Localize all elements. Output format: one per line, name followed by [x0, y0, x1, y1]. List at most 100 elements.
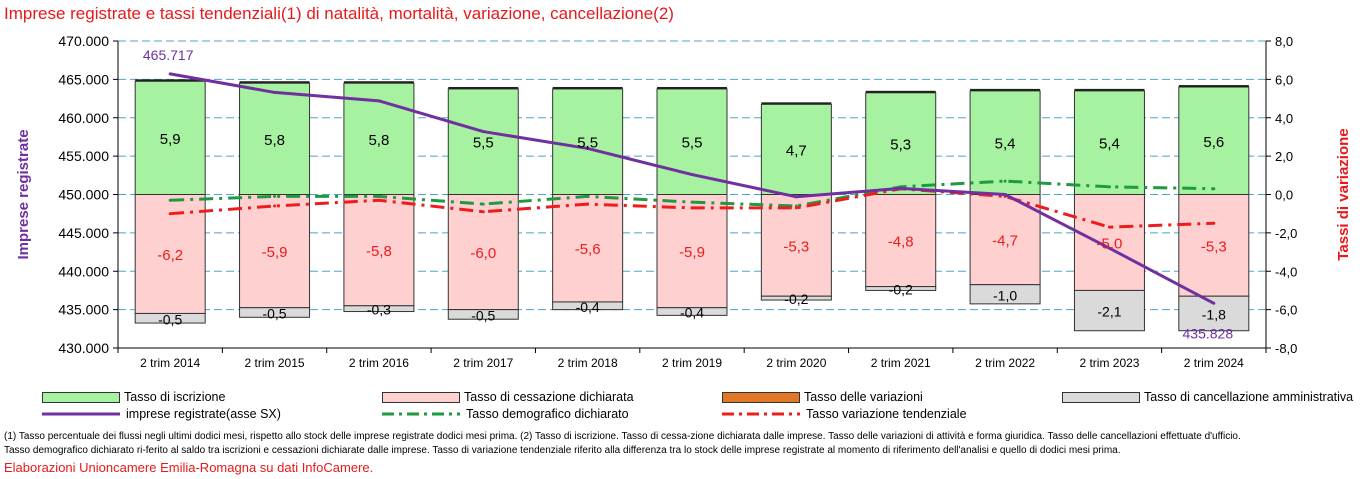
legend-demografico-line: [382, 412, 460, 416]
line-variazione-tendenziale-point: [690, 206, 694, 210]
axes: 430.000 435.000 440.000 445.000 450.000 455.0…: [15, 33, 1352, 370]
bar-cancellazione: [552, 301, 624, 311]
legend-imprese-label: imprese registrate(asse SX): [126, 407, 281, 421]
line-demografico-point: [1212, 187, 1216, 191]
right-tick-label: 0,0: [1275, 188, 1293, 203]
bar-iscrizione: [134, 80, 206, 195]
bar-variazioni: [343, 81, 414, 84]
legend-demografico-label: Tasso demografico dichiarato: [466, 407, 629, 421]
right-tick-label: 8,0: [1275, 34, 1293, 49]
x-tick-label: 2 trim 2023: [1079, 356, 1139, 370]
label-cessazione: -5,3: [1201, 238, 1227, 255]
label-iscrizione: 5,5: [577, 135, 598, 152]
label-cessazione: -5,6: [575, 241, 601, 258]
bars: [134, 79, 1250, 332]
bar-iscrizione: [656, 88, 728, 195]
label-iscrizione: 5,4: [1099, 136, 1120, 153]
line-imprese-point: [168, 72, 172, 76]
line-variazione-tendenziale-point: [273, 204, 277, 208]
line-imprese-point: [377, 99, 381, 103]
line-imprese-point: [273, 90, 277, 94]
label-cancellazione: -0,5: [158, 311, 182, 327]
label-imprese-last: 435.828: [1183, 325, 1234, 341]
left-tick-label: 435.000: [58, 302, 109, 318]
label-iscrizione: 5,3: [890, 137, 911, 154]
label-cancellazione: -2,1: [1097, 304, 1121, 320]
x-tick-label: 2 trim 2015: [245, 356, 305, 370]
right-tick-label: -6,0: [1275, 303, 1297, 318]
bar-variazioni: [970, 88, 1041, 91]
legend-variazioni: Tasso delle variazioni: [722, 390, 923, 404]
bar-cessazione: [343, 194, 415, 307]
legend-cessazione: Tasso di cessazione dichiarata: [382, 390, 634, 404]
label-iscrizione: 5,8: [368, 132, 389, 149]
footnote-line-2: Tasso demografico dichiarato ri-ferito a…: [4, 445, 1121, 456]
line-imprese-point: [794, 195, 798, 199]
bar-cancellazione: [447, 309, 519, 320]
label-cessazione: -5,9: [679, 244, 705, 261]
bar-cessazione: [552, 194, 624, 303]
bar-iscrizione: [865, 92, 937, 195]
left-tick-label: 440.000: [58, 263, 109, 279]
legend-demografico: Tasso demografico dichiarato: [382, 407, 629, 421]
line-imprese-point: [1003, 193, 1007, 196]
bar-variazioni: [448, 86, 519, 89]
bar-variazioni: [239, 81, 310, 84]
line-imprese-point: [1107, 246, 1111, 250]
left-tick-label: 445.000: [58, 225, 109, 241]
bar-cancellazione: [760, 295, 832, 301]
bar-variazioni: [657, 86, 727, 89]
left-tick-label: 460.000: [58, 110, 109, 126]
x-tick-label: 2 trim 2022: [975, 356, 1035, 370]
bar-cessazione: [865, 194, 937, 288]
left-tick-label: 455.000: [58, 148, 109, 164]
right-tick-label: 4,0: [1275, 111, 1293, 126]
left-tick-label: 430.000: [58, 340, 109, 356]
bar-cancellazione: [134, 312, 206, 324]
label-cancellazione: -0,4: [680, 305, 704, 321]
bar-iscrizione: [552, 88, 624, 195]
label-cancellazione: -0,2: [889, 282, 913, 298]
legend-imprese: imprese registrate(asse SX): [42, 407, 281, 421]
line-imprese-point: [899, 186, 903, 190]
left-axis-title: Imprese registrate: [15, 129, 32, 259]
bar-variazioni: [865, 90, 936, 93]
label-cessazione: -5,0: [1097, 235, 1123, 252]
left-tick-label: 450.000: [58, 187, 109, 203]
legend-cessazione-swatch: [382, 391, 460, 403]
left-tick-label: 470.000: [58, 33, 109, 49]
legend-cancellazione: Tasso di cancellazione amministrativa: [1062, 390, 1353, 404]
bar-cessazione: [760, 194, 832, 297]
line-imprese-point: [481, 130, 485, 134]
line-variazione-tendenziale-point: [1107, 225, 1111, 229]
bar-cancellazione: [239, 307, 311, 318]
label-cancellazione: -0,5: [262, 306, 286, 322]
label-imprese-first: 465.717: [143, 47, 194, 63]
legend-variazioni-swatch: [722, 391, 800, 403]
x-tick-label: 2 trim 2019: [662, 356, 722, 370]
line-demografico-point: [1003, 179, 1007, 183]
bar-variazioni: [1074, 88, 1145, 91]
bar-iscrizione: [239, 82, 311, 195]
line-variazione-tendenziale-point: [168, 212, 172, 216]
bar-cancellazione: [865, 286, 937, 291]
right-tick-label: -2,0: [1275, 226, 1297, 241]
label-iscrizione: 5,8: [264, 132, 285, 149]
legend-variazione-tendenziale: Tasso variazione tendenziale: [722, 407, 967, 421]
right-tick-label: -8,0: [1275, 341, 1297, 356]
right-tick-label: 2,0: [1275, 149, 1293, 164]
label-cancellazione: -0,4: [576, 299, 600, 315]
label-cessazione: -5,3: [783, 238, 809, 255]
bar-cancellazione: [969, 284, 1041, 305]
left-tick-label: 465.000: [58, 71, 109, 87]
legend-iscrizione: Tasso di iscrizione: [42, 390, 225, 404]
bar-cancellazione: [656, 307, 728, 316]
legend-iscrizione-label: Tasso di iscrizione: [124, 390, 226, 404]
line-variazione-tendenziale-point: [377, 198, 381, 202]
x-tick-label: 2 trim 2016: [349, 356, 409, 370]
bar-variazioni: [552, 86, 623, 89]
legend-variazione-tendenziale-label: Tasso variazione tendenziale: [806, 407, 967, 421]
line-variazione-tendenziale-point: [586, 202, 590, 206]
legend-variazioni-label: Tasso delle variazioni: [804, 390, 923, 404]
bar-cancellazione: [343, 305, 415, 313]
